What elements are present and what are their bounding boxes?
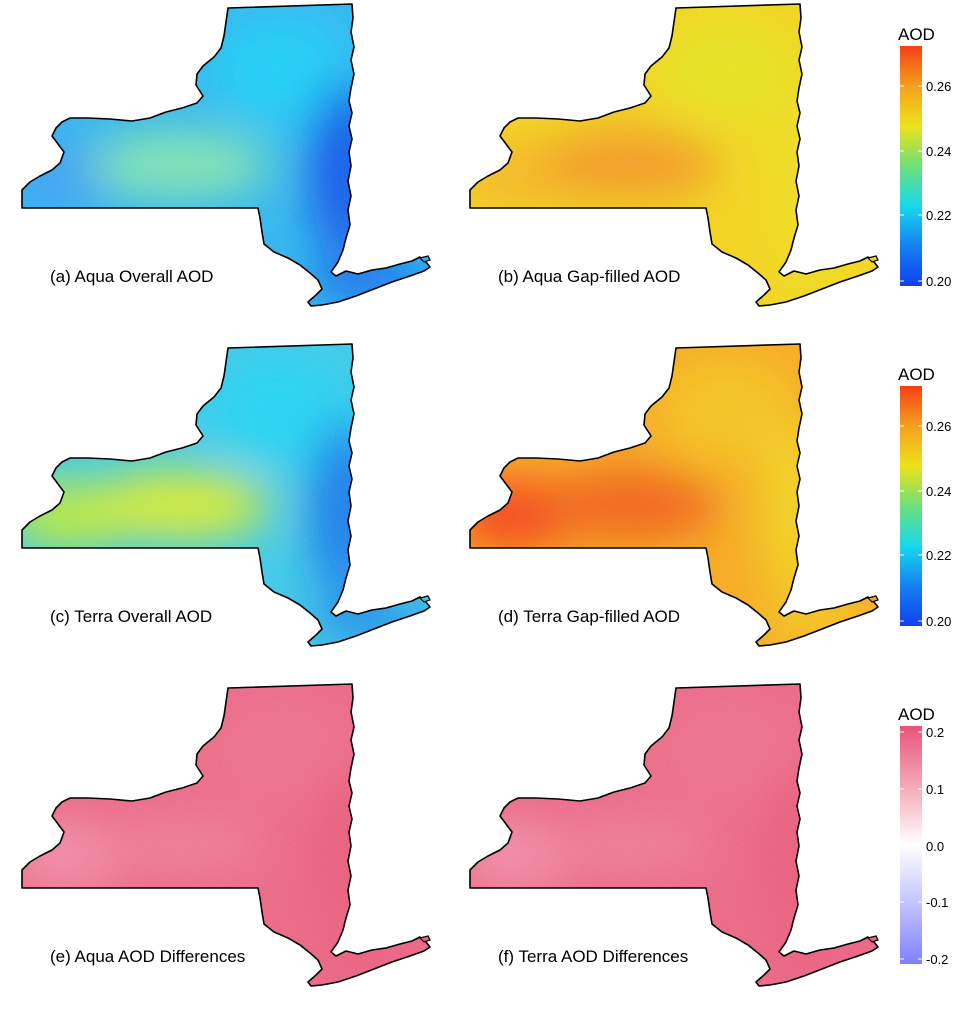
map-panel-f: (f) Terra AOD Differences — [469, 683, 879, 987]
island-a — [418, 255, 431, 263]
state-outline-f — [469, 683, 879, 987]
colorbar-ramp — [900, 386, 922, 626]
panel-label-b: (b) Aqua Gap-filled AOD — [498, 267, 680, 286]
colorbar-aod-top: AOD 0.26 0.24 0.22 0.20 — [898, 25, 951, 289]
state-outline-b — [469, 3, 879, 307]
colorbar-tick-label: 0.20 — [926, 274, 951, 289]
map-panel-c: (c) Terra Overall AOD — [21, 343, 431, 647]
colorbar-tick-label: 0.26 — [926, 79, 951, 94]
island-f — [866, 935, 879, 943]
state-outline-d — [469, 343, 879, 647]
colorbar-tick-label: 0.1 — [926, 782, 944, 797]
colorbar-tick-label: 0.26 — [926, 419, 951, 434]
colorbar-title: AOD — [898, 365, 935, 384]
state-outline-a — [21, 3, 431, 307]
island-e — [418, 935, 431, 943]
panel-label-a: (a) Aqua Overall AOD — [50, 267, 213, 286]
colorbar-tick-label: 0.20 — [926, 614, 951, 629]
colorbars: AOD0.260.240.220.20AOD0.260.240.220.20AO… — [898, 25, 951, 967]
panel-label-c: (c) Terra Overall AOD — [50, 607, 212, 626]
map-panel-d: (d) Terra Gap-filled AOD — [469, 343, 879, 647]
map-panel-e: (e) Aqua AOD Differences — [21, 683, 431, 987]
colorbar-tick-label: 0.2 — [926, 725, 944, 740]
state-outline-e — [21, 683, 431, 987]
panel-label-d: (d) Terra Gap-filled AOD — [498, 607, 680, 626]
state-outline-c — [21, 343, 431, 647]
colorbar-tick-label: -0.2 — [926, 952, 948, 967]
colorbar-ramp — [900, 46, 922, 286]
colorbar-tick-label: 0.24 — [926, 484, 951, 499]
panel-label-f: (f) Terra AOD Differences — [498, 947, 688, 966]
island-c — [418, 595, 431, 603]
colorbar-tick-label: 0.22 — [926, 548, 951, 563]
map-panel-b: (b) Aqua Gap-filled AOD — [469, 3, 879, 307]
colorbar-tick-label: -0.1 — [926, 895, 948, 910]
map-panels: (a) Aqua Overall AOD (b) Aqua Gap-filled … — [21, 3, 879, 987]
island-b — [866, 255, 879, 263]
colorbar-title: AOD — [898, 25, 935, 44]
map-panel-a: (a) Aqua Overall AOD — [21, 3, 431, 307]
colorbar-title: AOD — [898, 705, 935, 724]
island-d — [866, 595, 879, 603]
colorbar-aod-mid: AOD 0.26 0.24 0.22 0.20 — [898, 365, 951, 629]
colorbar-tick-label: 0.24 — [926, 144, 951, 159]
colorbar-ramp — [900, 726, 922, 964]
panel-label-e: (e) Aqua AOD Differences — [50, 947, 245, 966]
colorbar-tick-label: 0.0 — [926, 839, 944, 854]
colorbar-tick-label: 0.22 — [926, 208, 951, 223]
